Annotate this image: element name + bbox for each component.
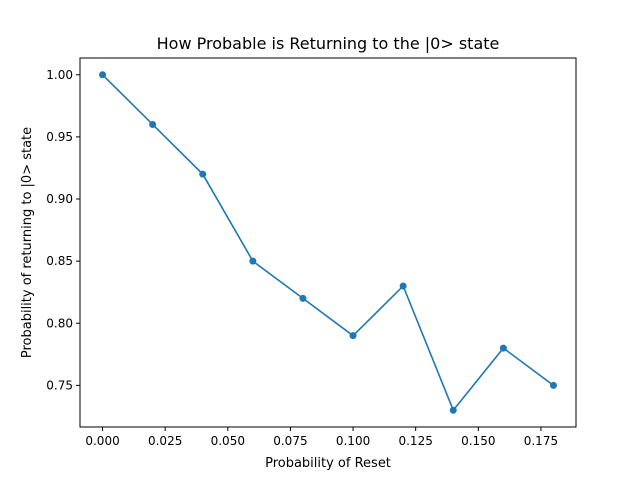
- data-point: [199, 170, 207, 178]
- chart-title: How Probable is Returning to the |0> sta…: [157, 34, 500, 53]
- data-point: [449, 406, 457, 414]
- x-axis: 0.000 0.025 0.050 0.075 0.100 0.125 0.150 0.175: [85, 427, 558, 448]
- data-point: [549, 381, 557, 389]
- y-tick-label: 0.90: [46, 192, 73, 206]
- x-tick-label: 0.125: [398, 434, 432, 448]
- x-tick-label: 0.075: [273, 434, 307, 448]
- plot-area: 0.000 0.025 0.050 0.075 0.100 0.125 0.150 0.175…: [46, 57, 577, 448]
- x-tick-label: 0.050: [211, 434, 245, 448]
- y-tick-label: 0.95: [46, 130, 73, 144]
- y-tick-label: 1.00: [46, 68, 73, 82]
- series-points: [99, 71, 557, 414]
- x-tick-label: 0.000: [85, 434, 119, 448]
- data-point: [99, 71, 107, 79]
- y-axis: 0.75 0.80 0.85 0.90 0.95 1.00: [46, 68, 80, 392]
- data-point: [299, 294, 307, 302]
- data-point: [399, 282, 407, 290]
- x-tick-label: 0.150: [461, 434, 495, 448]
- y-tick-label: 0.80: [46, 316, 73, 330]
- x-tick-label: 0.025: [148, 434, 182, 448]
- data-point: [249, 257, 257, 265]
- x-tick-label: 0.175: [524, 434, 558, 448]
- y-tick-label: 0.85: [46, 254, 73, 268]
- data-point: [499, 344, 507, 352]
- y-tick-label: 0.75: [46, 378, 73, 392]
- data-point: [149, 120, 157, 128]
- y-axis-label: Probability of returning to |0> state: [20, 127, 35, 358]
- x-tick-label: 0.100: [336, 434, 370, 448]
- data-point: [349, 332, 357, 340]
- series-line: [101, 74, 554, 412]
- plot-frame: [79, 57, 577, 428]
- x-axis-label: Probability of Reset: [265, 456, 391, 471]
